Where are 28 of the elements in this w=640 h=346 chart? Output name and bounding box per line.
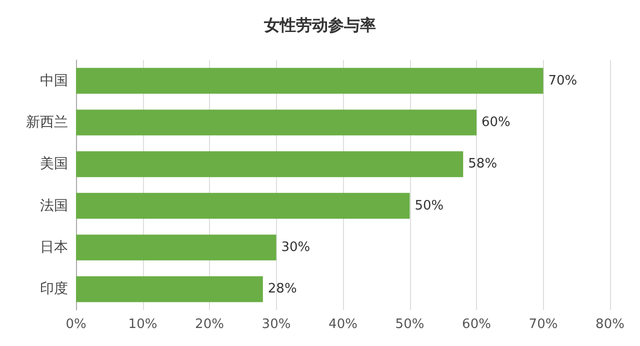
bar: [76, 68, 544, 94]
data-label: 30%: [281, 240, 310, 255]
y-tick-label: 美国: [40, 156, 68, 172]
y-tick-label: 新西兰: [26, 114, 68, 130]
x-tick-label: 60%: [462, 317, 491, 332]
x-tick-label: 50%: [395, 317, 424, 332]
data-label: 60%: [482, 115, 510, 130]
bar: [76, 110, 476, 136]
bar: [76, 234, 276, 260]
x-tick-label: 40%: [328, 317, 358, 332]
chart-title: 女性劳动参与率: [263, 16, 376, 34]
x-tick-label: 10%: [128, 317, 158, 332]
bar: [76, 192, 410, 219]
x-tick-label: 0%: [66, 317, 86, 332]
y-tick-label: 法国: [40, 198, 68, 214]
y-tick-label: 日本: [40, 240, 68, 256]
bar: [76, 276, 263, 302]
data-label: 50%: [414, 198, 444, 214]
x-tick-label: 70%: [528, 317, 558, 332]
x-tick-label: 80%: [596, 317, 624, 332]
data-label: 58%: [468, 156, 498, 172]
data-label: 70%: [548, 73, 578, 88]
x-tick-label: 20%: [195, 317, 224, 332]
x-tick-label: 30%: [262, 317, 291, 332]
bar: [76, 151, 464, 178]
y-tick-label: 中国: [40, 72, 68, 89]
data-label: 28%: [268, 282, 297, 297]
y-tick-label: 印度: [40, 281, 68, 298]
